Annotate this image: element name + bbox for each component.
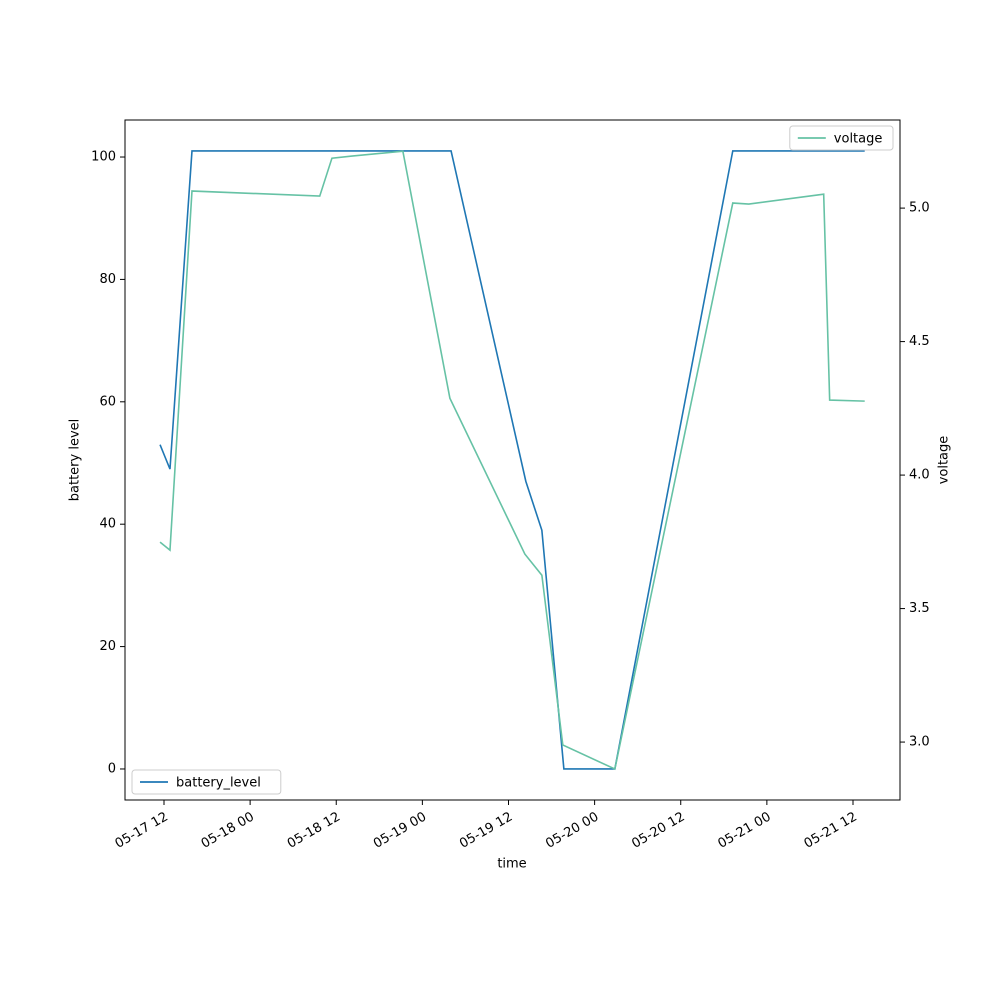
y-tick-label: 40 <box>99 517 116 532</box>
x-tick-label: 05-17 12 <box>113 810 171 852</box>
x-tick-label: 05-20 12 <box>629 810 687 852</box>
y2-tick-label: 4.0 <box>909 468 930 483</box>
legend: voltage <box>789 125 894 151</box>
x-tick-label: 05-20 00 <box>543 810 601 852</box>
y2-tick-label: 3.5 <box>909 601 930 616</box>
line-series <box>159 150 865 771</box>
y-tick-label: 60 <box>99 394 116 409</box>
y2-tick-label: 3.0 <box>909 735 930 750</box>
x-tick-label: 05-19 12 <box>457 810 515 852</box>
legend: battery_level <box>131 769 282 795</box>
x-tick-label: 05-21 12 <box>802 810 860 852</box>
y-tick-label: 20 <box>99 639 116 654</box>
y2-tick-label: 4.5 <box>909 334 930 349</box>
line-series <box>159 150 865 770</box>
y-tick-label: 80 <box>99 272 116 287</box>
legend-box <box>789 125 894 151</box>
x-tick-label: 05-19 00 <box>371 810 429 852</box>
legend-box <box>131 769 282 795</box>
legend-label: voltage <box>834 132 883 147</box>
x-tick-label: 05-21 00 <box>715 810 773 852</box>
x-axis-label: time <box>497 857 526 872</box>
plot-frame <box>124 119 901 801</box>
y-axis-label: battery level <box>68 419 83 502</box>
legend-label: battery_level <box>176 776 261 791</box>
y-tick-label: 100 <box>91 150 116 165</box>
x-tick-label: 05-18 12 <box>285 810 343 852</box>
y-tick-label: 0 <box>108 761 116 776</box>
x-tick-label: 05-18 00 <box>199 810 257 852</box>
y2-axis-label: voltage <box>937 436 952 485</box>
y2-tick-label: 5.0 <box>909 201 930 216</box>
